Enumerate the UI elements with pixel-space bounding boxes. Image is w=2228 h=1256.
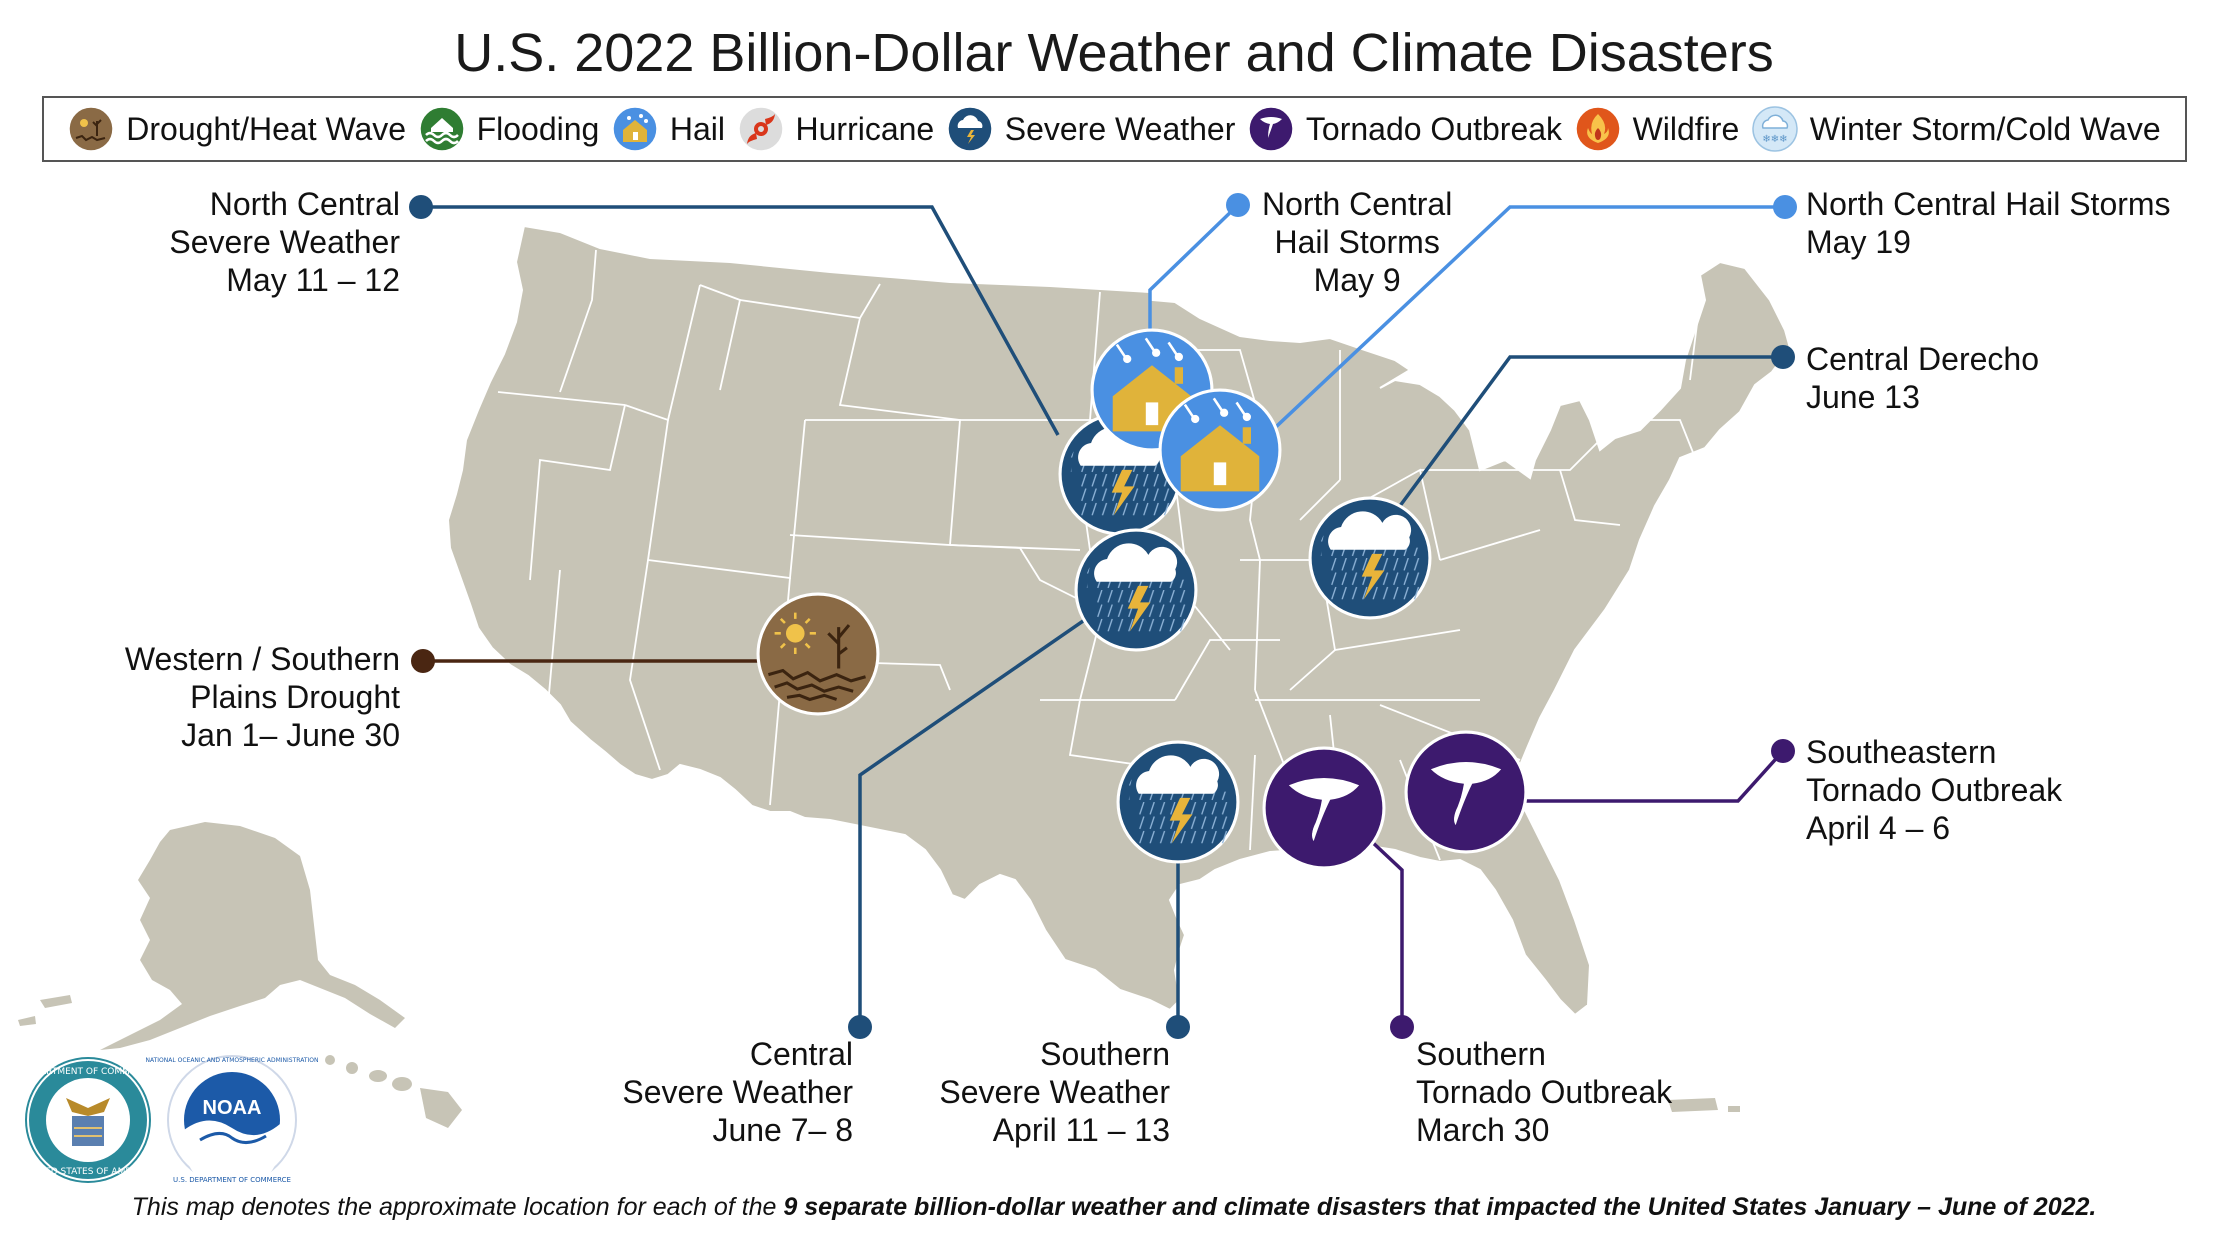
- legend-item-severe-weather: Severe Weather: [946, 106, 1236, 152]
- marker-north-central-hail-may19: [1158, 388, 1282, 512]
- legend-label: Wildfire: [1632, 110, 1740, 147]
- department-of-commerce-seal: DEPARTMENT OF COMMERCE UNITED STATES OF …: [23, 1057, 154, 1183]
- footnote-bold-text: 9 separate billion-dollar weather and cl…: [783, 1193, 2097, 1221]
- winter-storm-icon: ❄❄❄: [1752, 106, 1798, 152]
- svg-text:❄❄❄: ❄❄❄: [1762, 134, 1787, 145]
- legend-item-wildfire: Wildfire: [1574, 106, 1740, 152]
- marker-southeastern-tornado-outbreak: [1404, 730, 1528, 854]
- label-southern-tornado-outbreak: Southern Tornado Outbreak March 30: [1416, 1036, 1673, 1148]
- endpoint-dot: [411, 649, 435, 673]
- legend: Drought/Heat Wave Flooding Hail Hurrican…: [42, 96, 2187, 162]
- map-title: U.S. 2022 Billion-Dollar Weather and Cli…: [454, 23, 1774, 83]
- label-southern-severe-weather: Southern Severe Weather April 11 – 13: [939, 1036, 1170, 1148]
- flooding-icon: [418, 106, 465, 152]
- legend-item-drought: Drought/Heat Wave: [68, 106, 406, 152]
- endpoint-dot: [1226, 193, 1250, 217]
- marker-central-derecho: [1308, 496, 1432, 620]
- label-north-central-severe-weather: North Central Severe Weather May 11 – 12: [169, 186, 400, 298]
- legend-label: Hail: [669, 110, 725, 147]
- endpoint-dot: [1771, 345, 1795, 369]
- noaa-seal-text-top: NATIONAL OCEANIC AND ATMOSPHERIC ADMINIS…: [146, 1057, 319, 1064]
- legend-item-tornado: Tornado Outbreak: [1248, 106, 1562, 152]
- legend-item-flooding: Flooding: [418, 106, 600, 152]
- legend-item-winter-storm: ❄❄❄ Winter Storm/Cold Wave: [1752, 106, 2161, 152]
- footnote-text: This map denotes the approximate locatio…: [131, 1193, 784, 1221]
- endpoint-dot: [1166, 1015, 1190, 1039]
- endpoint-dot: [1773, 195, 1797, 219]
- hail-icon: [612, 106, 658, 152]
- endpoint-dot: [1771, 739, 1795, 763]
- noaa-logo: NOAA NATIONAL OCEANIC AND ATMOSPHERIC AD…: [146, 1055, 319, 1192]
- marker-southern-severe-weather: [1116, 740, 1240, 864]
- legend-item-hail: Hail: [612, 106, 725, 152]
- tornado-icon: [1248, 106, 1294, 152]
- label-southeastern-tornado-outbreak: Southeastern Tornado Outbreak April 4 – …: [1806, 734, 2063, 846]
- footnote: This map denotes the approximate locatio…: [0, 1193, 2228, 1222]
- marker-plains-drought: [756, 592, 880, 716]
- legend-label: Tornado Outbreak: [1305, 110, 1563, 147]
- wildfire-icon: [1574, 106, 1621, 152]
- label-north-central-hail-may9: North Central Hail Storms May 9: [1262, 186, 1453, 298]
- endpoint-dot: [409, 195, 433, 219]
- drought-icon: [68, 106, 114, 152]
- legend-label: Hurricane: [795, 110, 935, 147]
- hurricane-icon: [737, 106, 784, 152]
- legend-label: Severe Weather: [1004, 110, 1236, 147]
- hawaii-land: [325, 1055, 462, 1128]
- marker-central-severe-weather: [1074, 528, 1198, 652]
- label-plains-drought: Western / Southern Plains Drought Jan 1–…: [124, 641, 400, 753]
- noaa-seal-text-bottom: U.S. DEPARTMENT OF COMMERCE: [173, 1176, 291, 1184]
- legend-label: Drought/Heat Wave: [126, 110, 407, 147]
- label-north-central-hail-may19: North Central Hail Storms May 19: [1806, 186, 2171, 260]
- puerto-rico-land: [1668, 1098, 1740, 1112]
- endpoint-dot: [848, 1015, 872, 1039]
- legend-item-hurricane: Hurricane: [737, 106, 935, 152]
- endpoint-dot: [1390, 1015, 1414, 1039]
- label-central-severe-weather: Central Severe Weather June 7– 8: [622, 1036, 853, 1148]
- legend-label: Flooding: [476, 110, 600, 147]
- severe-weather-icon: [946, 106, 993, 152]
- noaa-wordmark: NOAA: [203, 1097, 262, 1119]
- leader-endpoints: [409, 193, 1797, 1039]
- commerce-seal-text-bottom: UNITED STATES OF AMERICA: [24, 1167, 154, 1177]
- alaska-land: [18, 822, 405, 1050]
- label-central-derecho: Central Derecho June 13: [1806, 341, 2039, 415]
- marker-southern-tornado-outbreak: [1262, 746, 1386, 870]
- leader-lines: [420, 203, 1785, 1027]
- legend-label: Winter Storm/Cold Wave: [1809, 110, 2161, 147]
- commerce-seal-text-top: DEPARTMENT OF COMMERCE: [23, 1067, 154, 1077]
